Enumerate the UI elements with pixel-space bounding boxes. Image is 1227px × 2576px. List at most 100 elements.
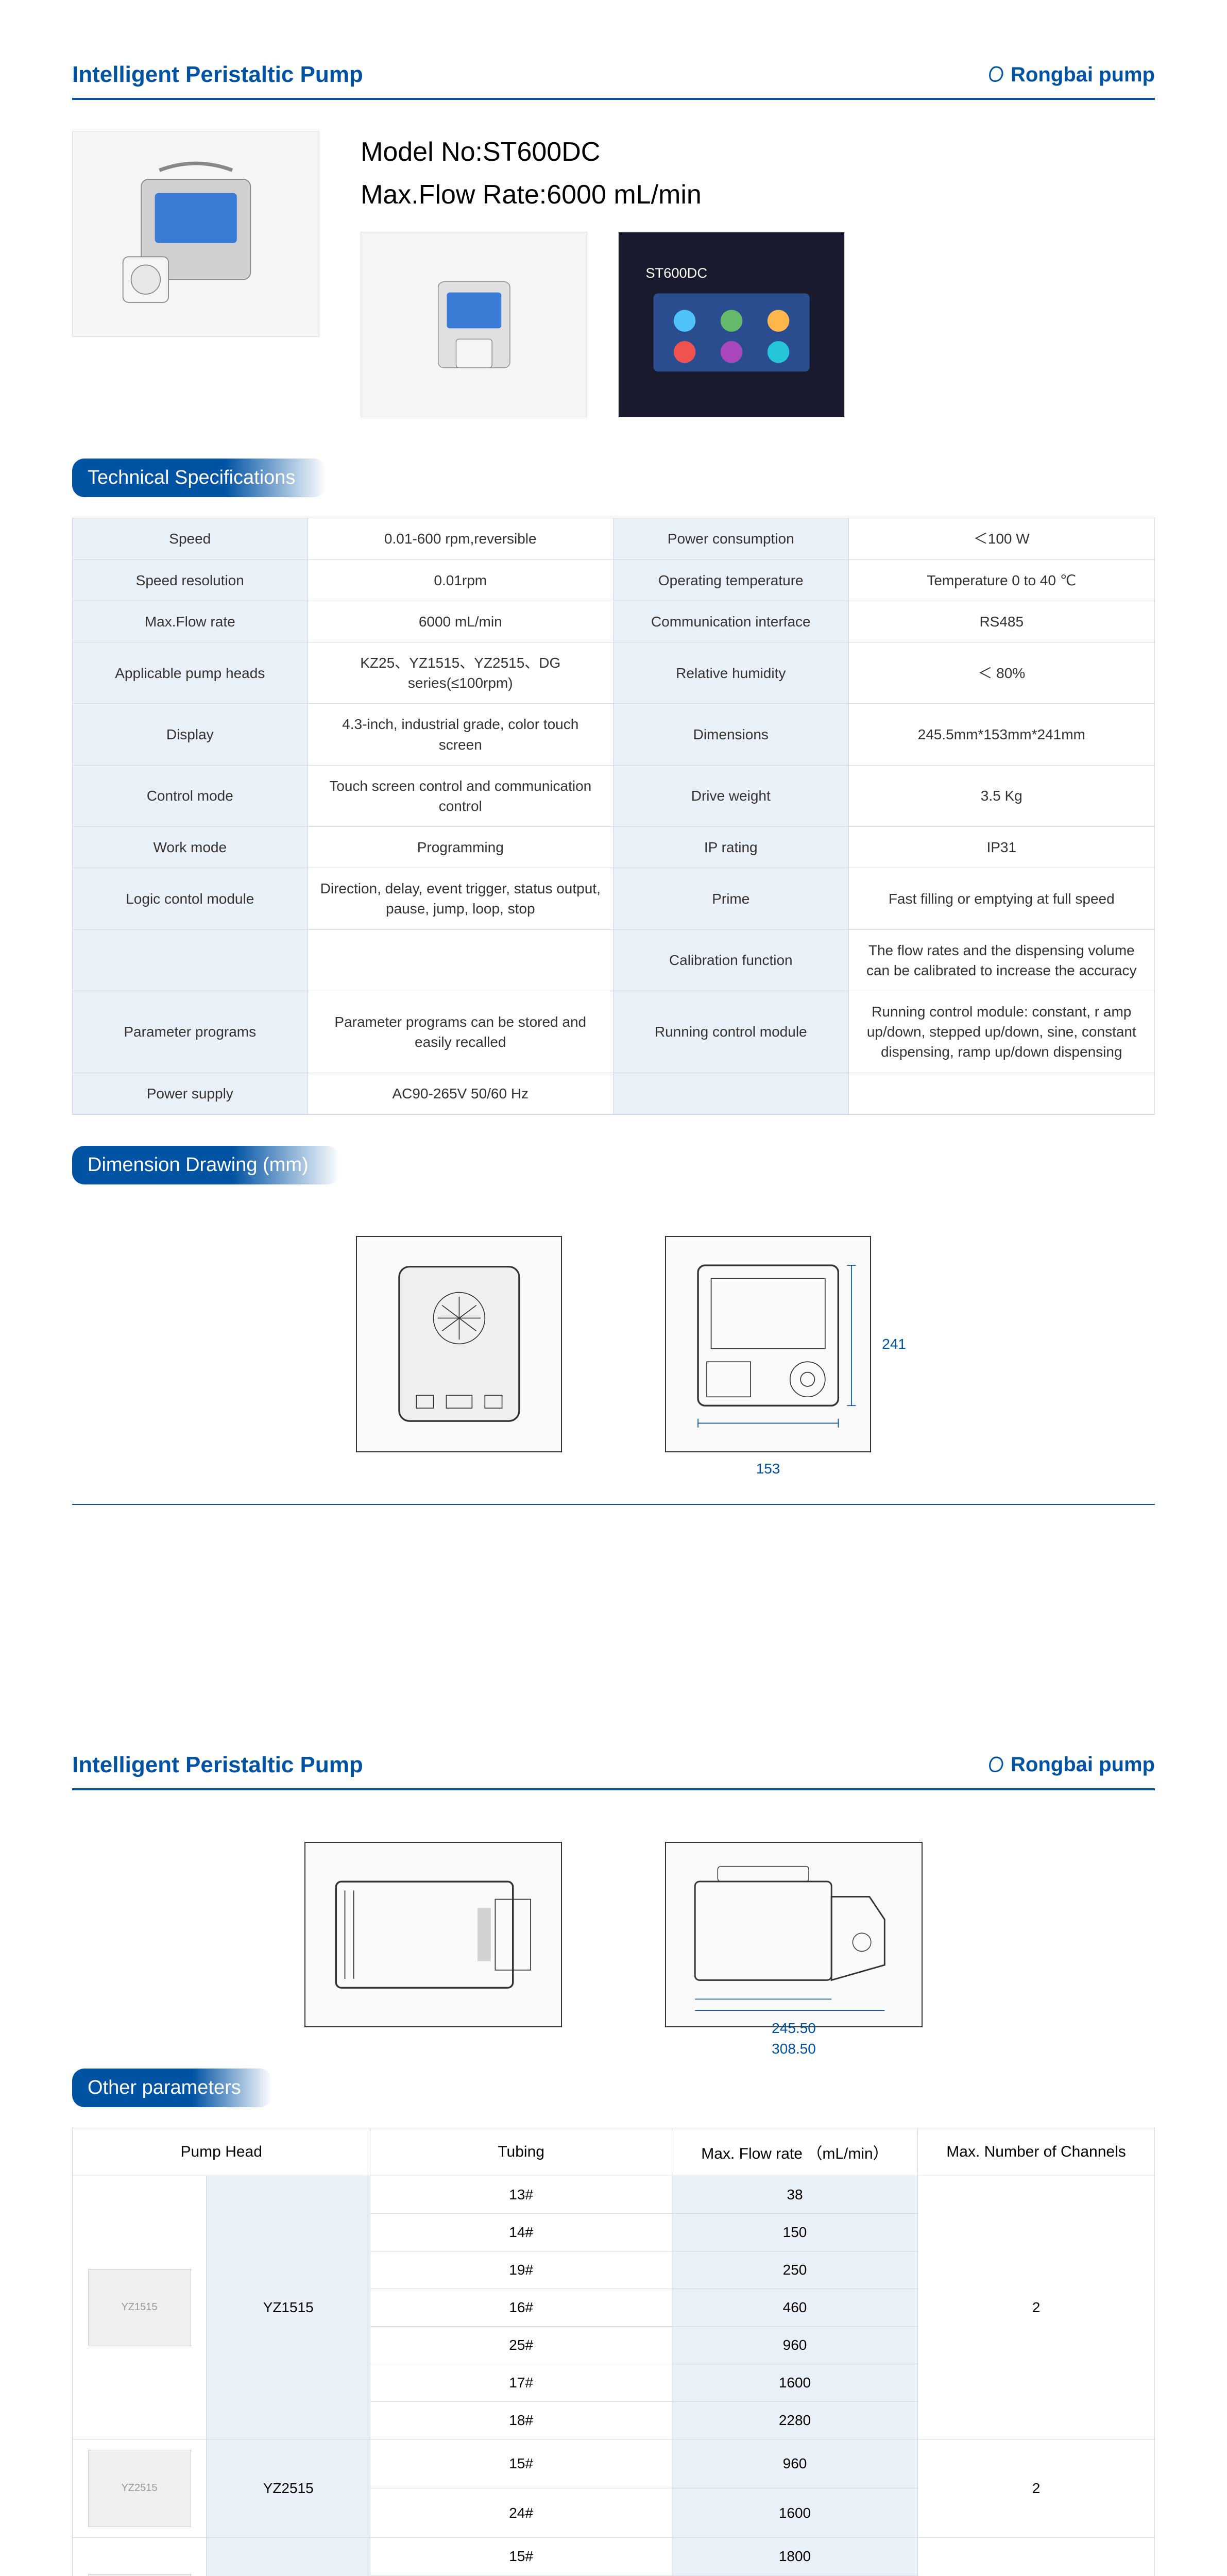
tubing-value: 15# [370,2439,672,2488]
tubing-value: 15# [370,2537,672,2575]
spec-label: Operating temperature [614,560,849,601]
spec-label: Control mode [73,766,308,827]
specs-table: Speed0.01-600 rpm,reversiblePower consum… [72,518,1155,1114]
spec-label: Speed [73,518,308,560]
tubing-value: 13# [370,2176,672,2213]
flow-rate-value: 960 [672,2439,917,2488]
spec-label: Display [73,704,308,765]
spec-label: Power supply [73,1073,308,1114]
pump-head-name: KZ25 [207,2537,370,2576]
flow-rate-value: 960 [672,2326,917,2364]
spec-label: Applicable pump heads [73,642,308,704]
hero-section: Model No:ST600DC Max.Flow Rate:6000 mL/m… [72,131,1155,417]
flow-rate-value: 38 [672,2176,917,2213]
specs-banner: Technical Specifications [72,459,326,497]
pump-illustration-icon [97,152,294,316]
spec-label: Relative humidity [614,642,849,704]
flow-rate-value: 1600 [672,2488,917,2538]
spec-label: IP rating [614,827,849,868]
brand-logo-icon [986,64,1007,85]
spec-value: Fast filling or emptying at full speed [849,868,1154,929]
spec-value: 4.3-inch, industrial grade, color touch … [308,704,614,765]
spec-value: 6000 mL/min [308,601,614,642]
flow-rate-value: 150 [672,2213,917,2251]
channels-value: 2 [918,2439,1155,2537]
side-drawings: 245.50 308.50 [72,1821,1155,2069]
dimension-drawing-front: 153 241 [665,1236,871,1452]
brand: Rongbai pump [986,63,1155,87]
flow-rate-value: 2280 [672,2401,917,2439]
spec-value: 245.5mm*153mm*241mm [849,704,1154,765]
spec-label [73,930,308,991]
spec-value: ＜100 W [849,518,1154,560]
spec-label: Parameter programs [73,991,308,1073]
spec-value: RS485 [849,601,1154,642]
spec-label: Calibration function [614,930,849,991]
spec-value: The flow rates and the dispensing volume… [849,930,1154,991]
spec-label: Drive weight [614,766,849,827]
other-banner: Other parameters [72,2069,272,2107]
hero-gallery: ST600DC [361,232,845,417]
spec-value [308,930,614,991]
spec-value: Touch screen control and communication c… [308,766,614,827]
param-header: Tubing [370,2128,672,2176]
tubing-value: 17# [370,2364,672,2401]
spec-value: ＜ 80% [849,642,1154,704]
param-header: Pump Head [73,2128,370,2176]
page-title: Intelligent Peristaltic Pump [72,62,363,88]
spec-value: AC90-265V 50/60 Hz [308,1073,614,1114]
channels-value: 1 [918,2537,1155,2576]
flow-rate-value: 460 [672,2289,917,2326]
tubing-value: 16# [370,2289,672,2326]
spec-label: Logic contol module [73,868,308,929]
spec-value: 3.5 Kg [849,766,1154,827]
dim-depth-1: 245.50 [772,2020,816,2037]
tubing-value: 25# [370,2326,672,2364]
params-table: Pump HeadTubingMax. Flow rate （mL/min）Ma… [72,2128,1155,2576]
spec-label: Max.Flow rate [73,601,308,642]
pump-head-image-cell: YZ1515 [73,2176,207,2439]
brand-text: Rongbai pump [1011,63,1155,87]
header-divider [72,98,1155,100]
spec-label: Power consumption [614,518,849,560]
spec-value [849,1073,1154,1114]
spec-value: Running control module: constant, r amp … [849,991,1154,1073]
page-header-2: Intelligent Peristaltic Pump Rongbai pum… [72,1752,1155,1778]
spec-label: Communication interface [614,601,849,642]
spec-label: Prime [614,868,849,929]
spec-value: IP31 [849,827,1154,868]
spec-label: Dimensions [614,704,849,765]
dims-banner: Dimension Drawing (mm) [72,1146,339,1184]
gallery-image-2: ST600DC [618,232,845,417]
model-info: Model No:ST600DC Max.Flow Rate:6000 mL/m… [361,131,845,216]
dim-width: 153 [756,1461,780,1477]
dim-height: 241 [882,1336,906,1352]
spec-label: Work mode [73,827,308,868]
tubing-value: 18# [370,2401,672,2439]
param-header: Max. Flow rate （mL/min） [672,2128,917,2176]
spec-value: 0.01-600 rpm,reversible [308,518,614,560]
flow-rate-value: 1600 [672,2364,917,2401]
dimension-drawing-back [356,1236,562,1452]
channels-value: 2 [918,2176,1155,2439]
spec-label [614,1073,849,1114]
page-title-2: Intelligent Peristaltic Pump [72,1752,363,1778]
flow-rate-value: 1800 [672,2537,917,2575]
spec-value: Direction, delay, event trigger, status … [308,868,614,929]
side-drawing-2: 245.50 308.50 [665,1842,923,2027]
tubing-value: 24# [370,2488,672,2538]
page-header: Intelligent Peristaltic Pump Rongbai pum… [72,62,1155,88]
pump-head-name: YZ1515 [207,2176,370,2439]
pump-head-image-cell: KZ25 [73,2537,207,2576]
svg-text:ST600DC: ST600DC [645,265,707,281]
spec-value: Programming [308,827,614,868]
header-divider-2 [72,1788,1155,1790]
spec-value: Temperature 0 to 40 ℃ [849,560,1154,601]
dimension-drawings: 153 241 [72,1205,1155,1483]
side-drawing-1 [304,1842,562,2027]
gallery-image-1 [361,232,587,417]
tubing-value: 14# [370,2213,672,2251]
pump-head-image-cell: YZ2515 [73,2439,207,2537]
flow-rate-value: 250 [672,2251,917,2289]
footer-divider [72,1504,1155,1505]
